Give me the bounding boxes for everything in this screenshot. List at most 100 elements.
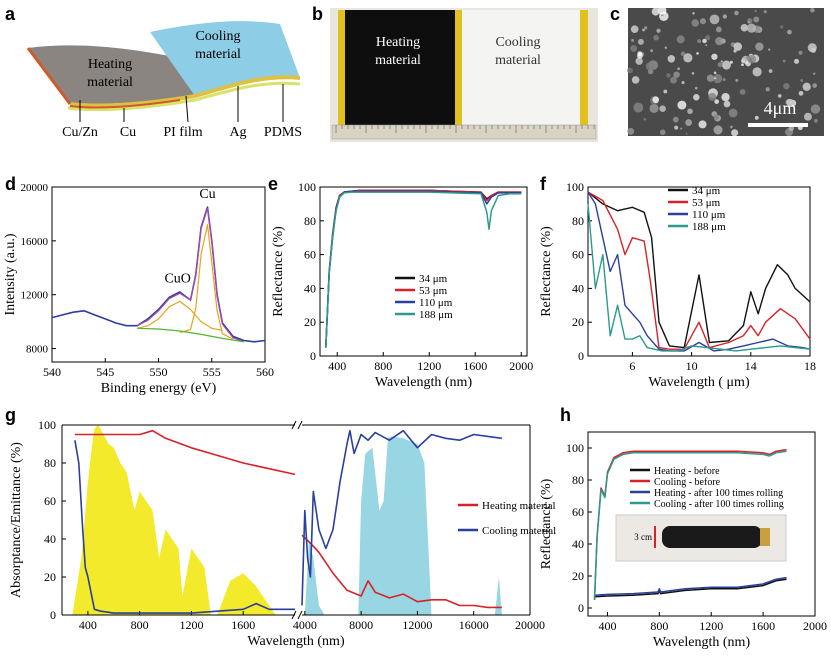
sem-particle [674,125,679,130]
sem-particle [653,34,659,41]
sem-particle [794,58,800,64]
sem-particle [666,73,671,78]
sem-particle [768,69,773,73]
photo-cooling-label-1: Cooling [495,35,540,50]
g-xtick-label: 4000 [293,618,317,632]
sem-particle [752,67,762,77]
sem-particle [753,16,760,23]
h-ytick-label: 60 [572,505,584,519]
cooling-sample [462,10,580,128]
sem-particle [755,42,764,51]
e-xtick-label: 1600 [463,359,487,373]
f-series-line [587,191,811,350]
photo-heating-label-2: material [375,53,421,68]
sem-particle [754,115,759,120]
sem-particle [631,76,640,84]
sem-scale-label: 4μm [764,98,797,118]
panel-letter-d: d [5,174,16,194]
sem-particle [647,68,654,75]
g-ytick-label: 60 [44,494,56,508]
sem-particle [645,62,654,71]
sem-particle [754,9,757,13]
d-ytick-label: 8000 [26,344,49,356]
e-legend-label: 110 μm [419,297,453,309]
g-series-line [301,429,503,606]
e-ytick-label: 20 [304,315,316,329]
heating-layer [28,45,200,104]
sem-particle [721,92,730,102]
sem-particle [709,14,720,25]
sem-particle [697,39,702,44]
g-ytick-label: 20 [44,570,56,584]
sem-particle [803,112,812,121]
h-legend-label: Heating - before [654,466,720,477]
copper-edge [26,47,72,105]
f-ytick-label: 100 [566,180,584,194]
g-xtick-label: 400 [79,618,97,632]
g-legend-label: Heating material [482,500,556,512]
g-xtick-label: 16000 [459,618,489,632]
sem-particle [783,83,790,90]
e-ytick-label: 60 [304,248,316,262]
h-legend-label: Cooling - after 100 times rolling [654,499,784,510]
f-xlabel: Wavelength ( μm) [648,375,750,390]
sem-particle [802,82,811,91]
sem-particle [747,54,757,64]
g-break-mark [297,420,303,430]
d-annotation: CuO [164,272,190,287]
sem-particle [698,120,707,129]
h-inset-label: 3 cm [634,532,652,542]
layer-cu: Cu [120,125,136,140]
sem-particle [810,104,821,114]
g-break-mark [297,610,303,620]
chart-d: 540 545 550 555 560 8000 12000 16000 20000 Cu CuO B… [3,182,274,396]
sem-particle [813,72,816,75]
sem-particle [733,42,743,51]
d-xtick-label: 550 [150,365,168,379]
sem-particle [642,28,645,32]
ag-edge [67,81,301,112]
f-ytick-label: 40 [572,281,584,295]
sem-particle [677,67,681,71]
h-xtick-label: 1200 [699,619,723,633]
panel-letter-b: b [312,4,323,24]
g-ytick-label: 80 [44,456,56,470]
e-legend-label: 53 μm [419,285,448,297]
e-ytick-label: 40 [304,281,316,295]
f-legend-label: 34 μm [692,185,721,197]
sem-particle [705,44,708,47]
panel-letter-e: e [268,174,278,194]
g-legend-label: Cooling material [482,525,556,537]
d-xtick-label: 545 [96,365,114,379]
h-xtick-label: 800 [650,619,668,633]
g-xtick-label: 800 [131,618,149,632]
cooling-label-2: material [195,47,241,62]
g-xlabel: Wavelength (nm) [247,634,345,649]
sem-particle [664,46,667,49]
h-series-line [593,450,787,601]
sem-particle [692,12,695,15]
g-fill-solar-spectrum [72,425,296,615]
sem-particle [723,100,731,108]
sem-particle [699,18,707,25]
g-ytick-label: 0 [50,608,56,622]
e-ytick-label: 100 [298,180,316,194]
d-series-CuO-component [137,300,223,331]
h-legend-label: Heating - after 100 times rolling [654,488,783,499]
chart-h: 400 800 1200 1600 2000 0 20 40 60 80 100 Heating - … [539,431,827,650]
sem-particle [663,89,668,94]
h-series-line [594,578,787,598]
sem-particle [635,57,643,65]
sem-particle [659,129,666,135]
sem-particle [680,51,686,57]
chart-g: 400 800 1200 1600 4000 8000 12000 16000 20000 0 20… [9,418,556,649]
e-xlabel: Wavelength (nm) [375,375,473,390]
sem-particle [768,48,771,51]
sem-particle [721,60,731,70]
h-ytick-label: 40 [572,537,584,551]
d-series-measured [51,206,266,343]
sem-particle [677,100,687,110]
d-xtick-label: 560 [256,365,274,379]
layer-ag: Ag [229,125,246,140]
